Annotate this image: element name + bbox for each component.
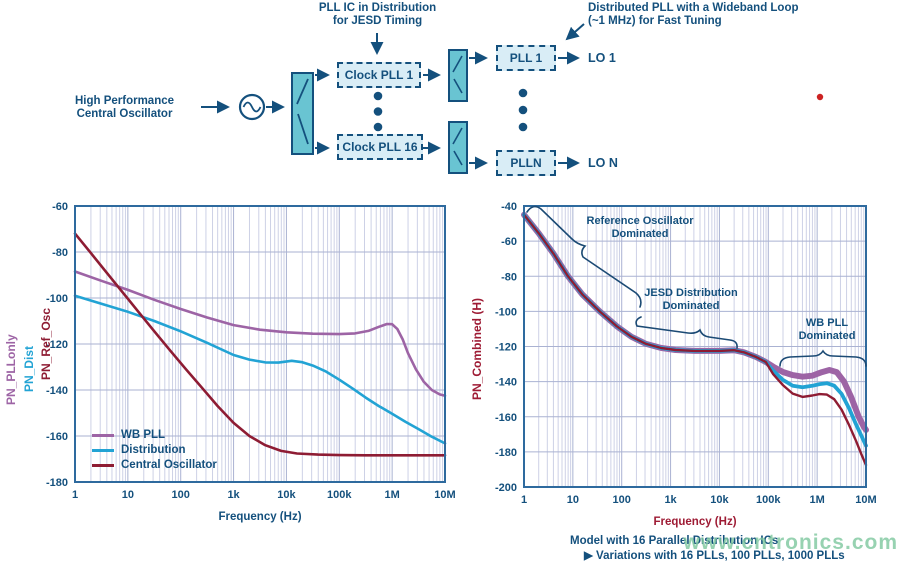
left-chart-svg: -60 -80 -100 -120 -140 -160 -180 1 10 100 1k 10k 100… [46, 201, 456, 523]
legend-swatch-distribution [92, 449, 114, 452]
brace-wb-pll [779, 349, 867, 367]
right-ylabel-pn-combined: PN_Combined (H) [470, 298, 484, 400]
left-ylabel-pn-pllonly: PN_PLLonly [4, 334, 18, 405]
x-tick-label: 10M [434, 489, 455, 501]
annotation-distributed-pll: Distributed PLL with a Wideband Loop (~1… [588, 2, 799, 27]
plot-border [74, 205, 446, 483]
lo-1-label: LO 1 [588, 51, 616, 65]
series-wb-pll [73, 270, 447, 398]
legend-label-wb-pll: WB PLL [121, 429, 166, 441]
lo-n-label: LO N [588, 156, 618, 170]
legend-label-distribution: Distribution [121, 444, 186, 456]
arrow-annotation-distributed [565, 23, 585, 41]
y-tick-label: -180 [46, 477, 68, 489]
x-axis-title: Frequency (Hz) [653, 516, 736, 528]
y-tick-label: -120 [495, 342, 517, 354]
annotation-wb-pll-dominated: WB PLL Dominated [798, 317, 856, 342]
x-tick-label: 1k [227, 489, 240, 501]
plot-border [523, 205, 867, 488]
x-tick-label: 10 [567, 494, 579, 506]
annotation-jesd-dominated: JESD Distribution Dominated [644, 287, 738, 312]
annotation-jesd-distribution: PLL IC in Distribution for JESD Timing [318, 2, 437, 27]
pll-1-box: PLL 1 [496, 45, 556, 71]
splitter-3-icon [448, 121, 468, 174]
series-variation-lower [522, 213, 868, 467]
x-tick-label: 100 [172, 489, 190, 501]
x-tick-label: 10k [710, 494, 729, 506]
red-dot-artifact [816, 93, 824, 101]
x-tick-label: 10 [122, 489, 134, 501]
y-tick-label: -80 [501, 271, 517, 283]
x-tick-label: 10M [855, 494, 876, 506]
ellipsis-dots [373, 88, 528, 132]
legend-item-distribution: Distribution [92, 443, 217, 458]
x-tick-label: 1 [72, 489, 78, 501]
splitter-2-icon [448, 49, 468, 102]
central-oscillator-label: High Performance Central Oscillator [74, 95, 175, 120]
sine-wave-icon [242, 101, 262, 113]
y-tick-label: -200 [495, 482, 517, 494]
x-tick-label: 100k [756, 494, 781, 506]
left-ylabel-pn-ref-osc: PN_Ref_Osc [39, 307, 53, 380]
series-central-oscillator [73, 232, 447, 457]
legend-swatch-wb-pll [92, 434, 114, 437]
y-tick-label: -60 [501, 236, 517, 248]
x-tick-label: 100 [613, 494, 631, 506]
left-ylabel-pn-dist: PN_Dist [22, 345, 36, 392]
y-tick-label: -100 [46, 293, 68, 305]
x-tick-label: 1M [385, 489, 400, 501]
series-distribution [73, 294, 447, 445]
y-tick-label: -140 [495, 377, 517, 389]
splitter-1-icon [291, 72, 314, 155]
splitter-slash [296, 78, 309, 105]
legend-label-central-oscillator: Central Oscillator [121, 459, 217, 471]
y-tick-label: -40 [501, 201, 517, 213]
y-tick-label: -80 [52, 247, 68, 259]
y-tick-label: -60 [52, 201, 68, 213]
x-tick-label: 10k [277, 489, 296, 501]
clock-pll-16-box: Clock PLL 16 [337, 134, 423, 160]
x-tick-label: 1M [810, 494, 825, 506]
x-tick-label: 1 [521, 494, 527, 506]
y-tick-label: -160 [46, 431, 68, 443]
y-tick-label: -120 [46, 339, 68, 351]
splitter-slash [452, 55, 463, 73]
splitter-slash [453, 78, 463, 94]
x-tick-label: 1k [664, 494, 677, 506]
brace-reference-oscillator [526, 205, 642, 308]
annotation-reference-oscillator: Reference Oscillator Dominated [586, 215, 694, 240]
legend-swatch-central-oscillator [92, 464, 114, 467]
x-tick-label: 100k [327, 489, 352, 501]
caption-variations: ▶ Variations with 16 PLLs, 100 PLLs, 100… [584, 550, 845, 562]
y-tick-label: -100 [495, 306, 517, 318]
y-tick-label: -180 [495, 447, 517, 459]
brace-jesd-distribution [635, 316, 738, 349]
splitter-slash [297, 113, 309, 145]
x-axis-title: Frequency (Hz) [218, 511, 301, 523]
pll-n-box: PLLN [496, 150, 556, 176]
clock-pll-1-box: Clock PLL 1 [337, 62, 421, 88]
legend-item-wb-pll: WB PLL [92, 428, 217, 443]
legend-item-central-oscillator: Central Oscillator [92, 458, 217, 473]
splitter-slash [453, 150, 463, 166]
y-tick-label: -140 [46, 385, 68, 397]
block-diagram-svg [201, 23, 824, 174]
left-chart-legend: WB PLL Distribution Central Oscillator [92, 428, 217, 473]
right-chart-svg: -40 -60 -80 -100 -120 -140 -160 -180 -200 1 10 100 1… [495, 201, 877, 528]
y-tick-label: -160 [495, 412, 517, 424]
caption-model: Model with 16 Parallel Distribution ICs [570, 535, 779, 547]
splitter-slash [452, 127, 463, 145]
